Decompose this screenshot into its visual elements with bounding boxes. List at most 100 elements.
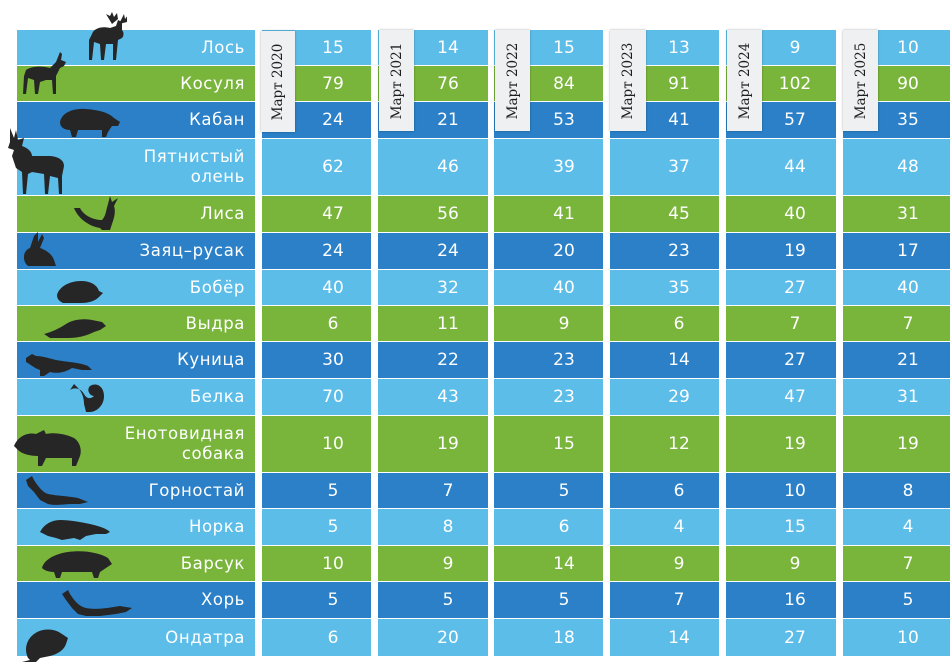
row-label-band (17, 233, 255, 269)
value-cell: 23 (668, 241, 690, 261)
value-cell-band (726, 233, 836, 269)
value-cell: 8 (902, 480, 914, 501)
value-cell: 5 (902, 590, 914, 610)
value-cell-band (843, 196, 950, 232)
value-cell: 40 (553, 277, 575, 298)
value-cell-band (262, 473, 371, 508)
value-cell: 7 (902, 313, 914, 334)
value-cell-band (494, 139, 603, 195)
value-cell-band (262, 379, 371, 415)
value-cell: 40 (784, 204, 806, 224)
value-cell-band (843, 233, 950, 269)
value-cell: 27 (784, 350, 806, 370)
value-cell: 17 (897, 241, 919, 261)
value-cell-band (494, 342, 603, 378)
column-header-label: Март 2025 (852, 42, 869, 119)
value-cell-band (378, 509, 488, 545)
value-cell: 20 (553, 241, 575, 261)
value-cell: 48 (897, 157, 919, 177)
value-cell: 11 (437, 313, 459, 334)
value-cell: 40 (322, 277, 344, 298)
value-cell-band (843, 342, 950, 378)
value-cell-band (610, 582, 719, 618)
value-cell-band (378, 270, 488, 305)
value-cell: 4 (673, 517, 685, 537)
animal-name: Выдра (185, 313, 245, 333)
value-cell: 10 (897, 627, 919, 648)
polecat-icon (62, 590, 132, 616)
value-cell: 35 (897, 110, 919, 130)
value-cell-band (843, 546, 950, 581)
value-cell-band (726, 546, 836, 581)
value-cell: 6 (327, 627, 339, 648)
animal-name: Пятнистый олень (143, 147, 245, 186)
row-label-band (17, 30, 255, 65)
value-cell-band (378, 139, 488, 195)
animal-name: Бобёр (189, 277, 245, 297)
value-cell: 18 (553, 627, 575, 648)
row-label-band (17, 196, 255, 232)
value-cell-band (378, 473, 488, 508)
value-cell-band (843, 379, 950, 415)
value-cell: 7 (442, 480, 454, 501)
value-cell-band (610, 509, 719, 545)
value-cell-band (843, 509, 950, 545)
row-label-band (17, 379, 255, 415)
value-cell-band (378, 379, 488, 415)
value-cell-band (843, 473, 950, 508)
badger-icon (42, 551, 112, 578)
value-cell: 39 (553, 157, 575, 177)
value-cell-band (494, 582, 603, 618)
value-cell-band (726, 139, 836, 195)
value-cell: 19 (437, 434, 459, 454)
value-cell-band (262, 546, 371, 581)
marten-icon (26, 354, 92, 376)
value-cell: 10 (897, 37, 919, 58)
value-cell-band (726, 342, 836, 378)
value-cell: 6 (558, 517, 570, 537)
column-header-label: Март 2024 (736, 42, 753, 119)
value-cell: 9 (442, 553, 454, 574)
column-header-tab: Март 2022 (495, 30, 530, 131)
column-header-tab: Март 2024 (727, 30, 762, 131)
value-cell: 14 (668, 350, 690, 370)
animal-name: Хорь (201, 590, 245, 609)
value-cell-band (378, 582, 488, 618)
value-cell-band (494, 233, 603, 269)
value-cell: 40 (897, 277, 919, 298)
animal-name: Ондатра (165, 627, 245, 647)
animal-name: Косуля (180, 73, 245, 93)
value-cell: 13 (668, 37, 690, 58)
value-cell: 10 (322, 434, 344, 454)
value-cell-band (494, 546, 603, 581)
value-cell: 19 (784, 241, 806, 261)
value-cell: 53 (553, 110, 575, 130)
value-cell: 62 (322, 157, 344, 177)
spotted-deer-icon (8, 128, 64, 194)
value-cell: 37 (668, 157, 690, 177)
value-cell: 29 (668, 387, 690, 407)
column-header-label: Март 2021 (388, 42, 405, 119)
value-cell-band (262, 270, 371, 305)
value-cell-band (494, 270, 603, 305)
value-cell: 16 (784, 590, 806, 610)
raccoon-dog-icon (14, 430, 81, 466)
value-cell-band (378, 342, 488, 378)
row-label-band (17, 270, 255, 305)
value-cell: 6 (673, 313, 685, 334)
value-cell: 70 (322, 387, 344, 407)
value-cell: 15 (553, 37, 575, 58)
value-cell-band (610, 546, 719, 581)
value-cell: 27 (784, 627, 806, 648)
value-cell-band (726, 619, 836, 656)
row-label-band (17, 102, 255, 138)
otter-icon (44, 319, 106, 338)
value-cell: 31 (897, 387, 919, 407)
animal-name: Куница (177, 350, 245, 369)
animal-name: Лось (201, 37, 245, 57)
value-cell: 46 (437, 157, 459, 177)
value-cell: 27 (784, 277, 806, 298)
value-cell-band (843, 582, 950, 618)
row-label-band (17, 582, 255, 618)
hare-icon (23, 232, 56, 266)
